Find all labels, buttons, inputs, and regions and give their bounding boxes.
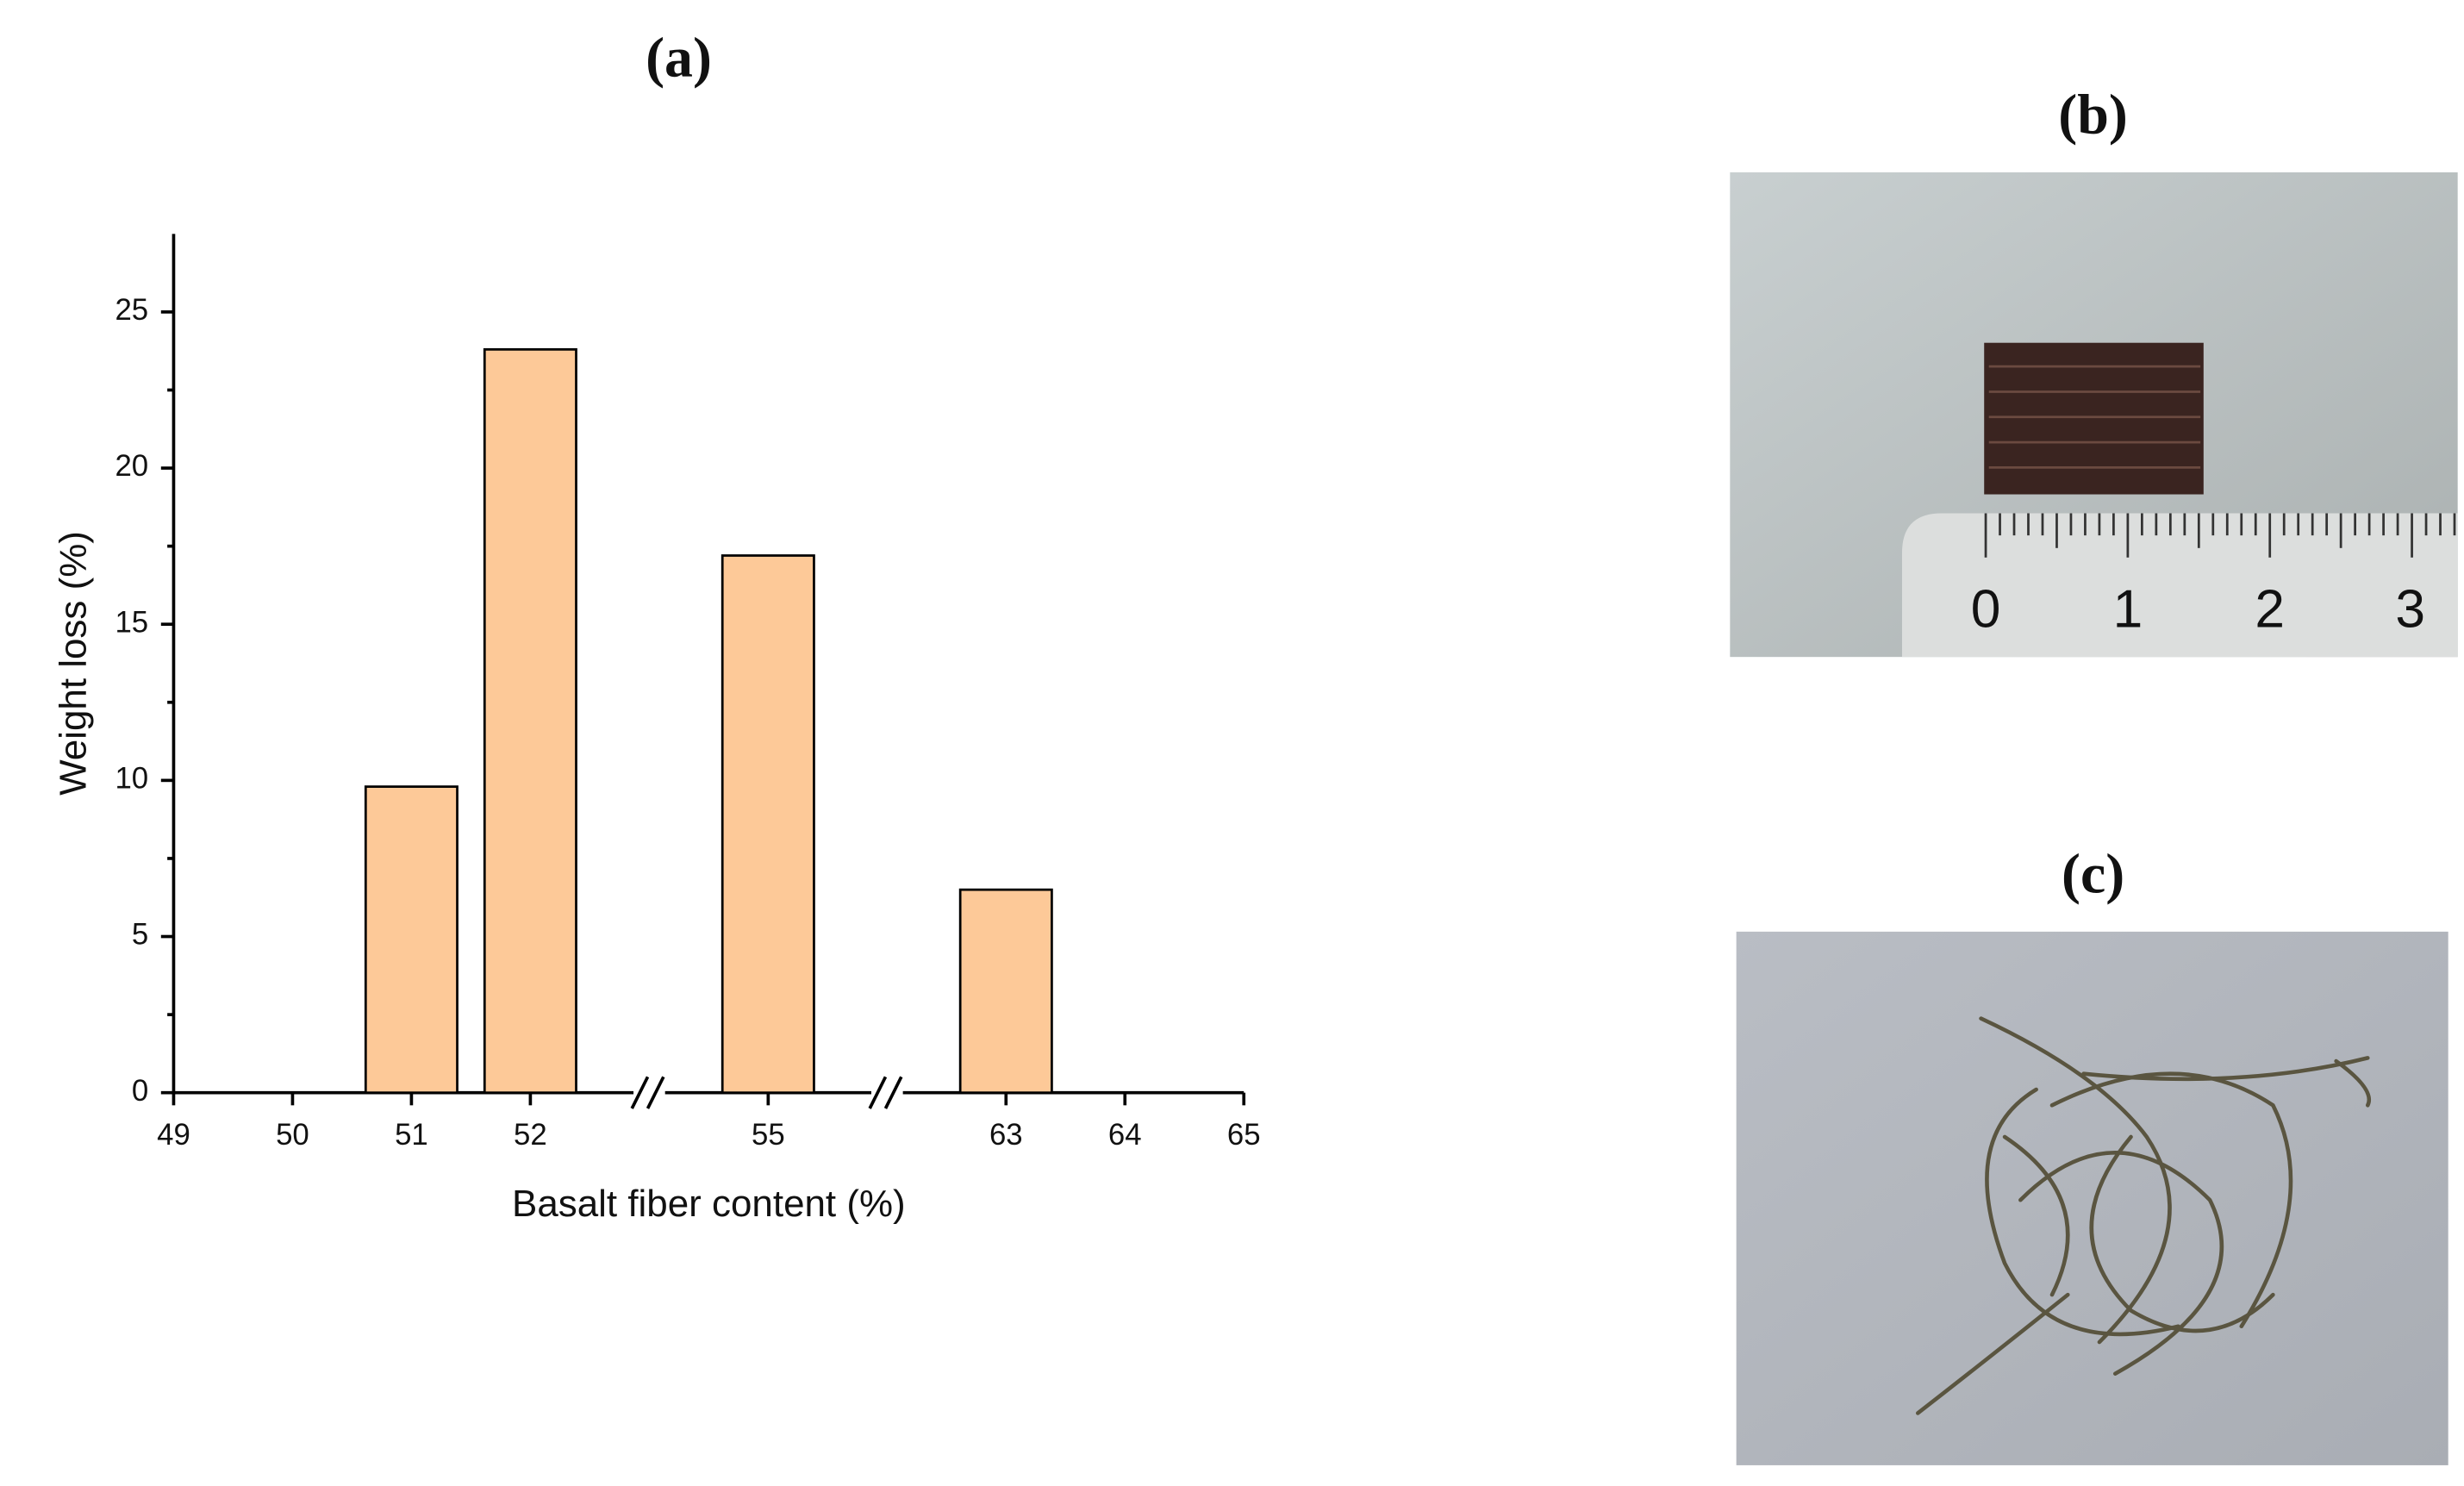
x-tick-label: 64 (1108, 1119, 1142, 1152)
axis-break (646, 1076, 665, 1109)
photo-b (1730, 172, 2458, 658)
x-tick-label: 51 (395, 1119, 428, 1152)
ruler-label: 1 (2113, 579, 2143, 639)
photo-c (1736, 931, 2448, 1465)
y-tick-label: 25 (115, 294, 148, 327)
y-tick-label: 15 (115, 606, 148, 639)
axis-break (868, 1076, 888, 1109)
y-tick-label: 20 (115, 450, 148, 483)
ruler-label: 0 (1971, 579, 2001, 639)
x-tick-label: 50 (276, 1119, 309, 1152)
ruler-label: 2 (2255, 579, 2285, 639)
axis-break (630, 1076, 650, 1109)
plot: 0 5 10 15 20 25 49 50 51 52 55 63 64 65 (115, 234, 1261, 1152)
x-tick-label: 65 (1227, 1119, 1261, 1152)
y-tick-label: 10 (115, 763, 148, 796)
x-tick-label: 52 (514, 1119, 547, 1152)
bar (483, 348, 577, 1095)
panel-label: (c) (2062, 843, 2124, 906)
y-tick-label: 0 (132, 1075, 148, 1108)
bar (364, 785, 458, 1095)
x-tick-label: 55 (752, 1119, 785, 1152)
x-tick-label: 49 (157, 1119, 190, 1152)
ruler-label: 3 (2395, 579, 2425, 639)
x-tick-label: 63 (989, 1119, 1023, 1152)
x-axis-label: Basalt fiber content (%) (512, 1183, 906, 1225)
axis-break (883, 1076, 903, 1109)
y-axis-label: Weight loss (%) (53, 531, 95, 796)
panel-label: (a) (646, 27, 712, 90)
bar (958, 888, 1053, 1095)
y-tick-label: 5 (132, 919, 148, 952)
bar (720, 554, 815, 1095)
panel-label: (b) (2058, 84, 2128, 147)
